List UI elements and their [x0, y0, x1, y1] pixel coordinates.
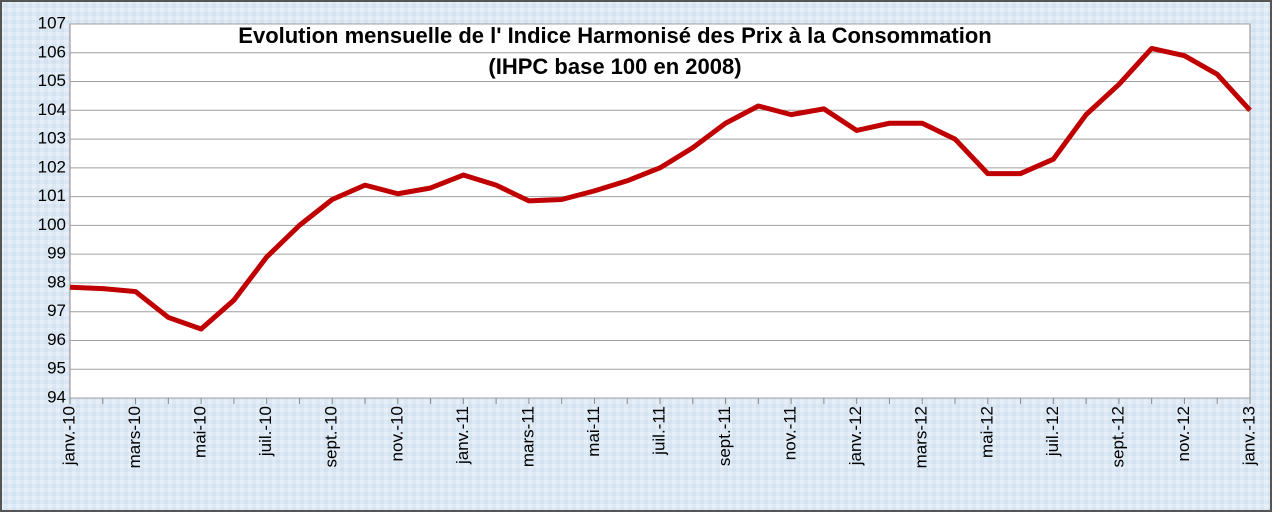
y-tick-label: 100	[38, 215, 66, 234]
y-tick-label: 98	[47, 272, 66, 291]
y-tick-label: 97	[47, 301, 66, 320]
x-tick-label: janv.-12	[846, 406, 865, 466]
y-tick-label: 102	[38, 157, 66, 176]
x-tick-label: nov.-10	[387, 406, 406, 461]
y-tick-label: 95	[47, 359, 66, 378]
x-tick-label: nov.-11	[781, 406, 800, 460]
x-tick-label: janv.-10	[59, 406, 78, 466]
x-tick-label: sept.-11	[715, 406, 734, 466]
y-tick-label: 103	[38, 129, 66, 148]
x-tick-label: mars-10	[125, 406, 144, 468]
plot-area	[69, 23, 1251, 399]
x-tick-label: mai-11	[584, 406, 603, 457]
y-tick-label: 99	[47, 244, 66, 263]
x-tick-label: sept.-10	[322, 406, 341, 467]
y-tick-label: 105	[38, 71, 66, 90]
chart-title: Evolution mensuelle de l' Indice Harmoni…	[238, 23, 991, 48]
y-tick-label: 107	[38, 13, 66, 32]
x-tick-label: mai-10	[191, 406, 210, 458]
chart-subtitle: (IHPC base 100 en 2008)	[488, 54, 741, 79]
marks	[69, 45, 1252, 332]
x-tick-label: mars-12	[912, 406, 931, 468]
y-tick-label: 101	[38, 186, 66, 205]
x-tick-label: juil.-11	[649, 406, 668, 456]
x-tick-label: juil.-12	[1043, 406, 1062, 457]
x-tick-label: mars-11	[518, 406, 537, 467]
x-tick-label: mai-12	[977, 406, 996, 458]
y-tick-label: 106	[38, 42, 66, 61]
y-tick-label: 104	[38, 100, 66, 119]
y-tick-label: 94	[47, 387, 66, 406]
data-line	[69, 45, 1252, 332]
x-tick-label: janv.-11	[453, 406, 472, 465]
y-tick-label: 96	[47, 330, 66, 349]
x-tick-label: janv.-13	[1239, 406, 1258, 466]
x-tick-label: sept.-12	[1108, 406, 1127, 467]
x-tick-label: juil.-10	[256, 406, 275, 457]
x-tick-label: nov.-12	[1174, 406, 1193, 461]
